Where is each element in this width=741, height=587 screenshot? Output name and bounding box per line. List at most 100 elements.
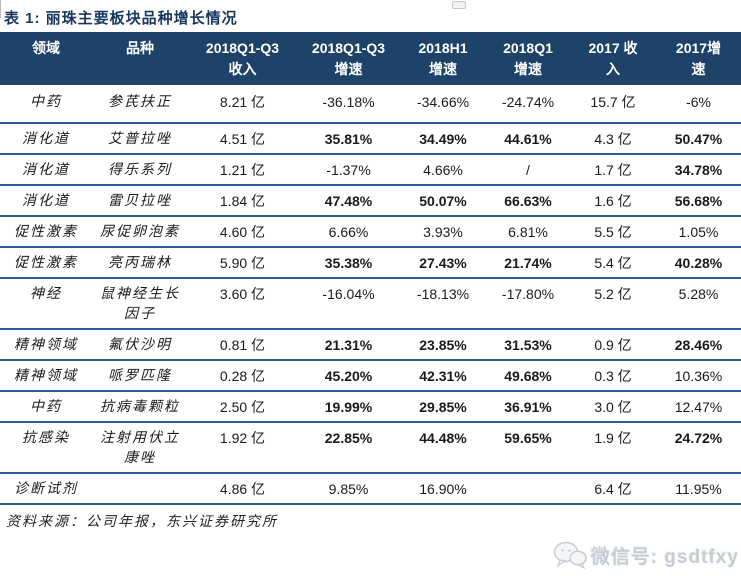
cell-product: 鼠神经生长因子	[92, 278, 188, 330]
cell-2018h1-growth: 4.66%	[400, 154, 486, 186]
cell-2017-revenue: 5.4 亿	[570, 247, 656, 279]
cell-2017-growth: 5.28%	[656, 278, 741, 330]
cell-2018q1q3-revenue: 4.60 亿	[188, 216, 297, 248]
table-row: 精神领域 氟伏沙明 0.81 亿 21.31% 23.85% 31.53% 0.9 亿 28.…	[0, 329, 741, 361]
cell-2017-revenue: 4.3 亿	[570, 123, 656, 155]
cell-2017-growth: 28.46%	[656, 329, 741, 361]
cell-area: 消化道	[0, 123, 92, 155]
cell-2018q1q3-revenue: 3.60 亿	[188, 278, 297, 330]
table-row: 精神领域 哌罗匹隆 0.28 亿 45.20% 42.31% 49.68% 0.3 亿 10.…	[0, 360, 741, 392]
cell-area: 精神领域	[0, 360, 92, 392]
cell-2018q1q3-revenue: 2.50 亿	[188, 391, 297, 423]
table-row: 促性激素 尿促卵泡素 4.60 亿 6.66% 3.93% 6.81% 5.5 亿 1.05%	[0, 216, 741, 248]
cell-2017-growth: 50.47%	[656, 123, 741, 155]
table-body: 中药 参芪扶正 8.21 亿 -36.18% -34.66% -24.74% 15.7 亿-…	[0, 85, 741, 505]
cell-2018q1-growth: 66.63%	[486, 185, 570, 217]
cell-2018h1-growth: 42.31%	[400, 360, 486, 392]
cell-product: 艾普拉唑	[92, 123, 188, 155]
cell-2017-revenue: 1.6 亿	[570, 185, 656, 217]
cell-2018q1q3-revenue: 0.81 亿	[188, 329, 297, 361]
cell-area: 促性激素	[0, 247, 92, 279]
cell-2018q1-growth: 49.68%	[486, 360, 570, 392]
cell-2018h1-growth: -34.66%	[400, 85, 486, 124]
cell-2018h1-growth: 44.48%	[400, 422, 486, 474]
cell-2018q1q3-growth: -16.04%	[297, 278, 400, 330]
cell-2018q1q3-growth: 19.99%	[297, 391, 400, 423]
cell-2017-revenue: 5.2 亿	[570, 278, 656, 330]
cell-product	[92, 473, 188, 505]
header-line: 2018Q1-Q3	[205, 40, 280, 56]
cell-2018h1-growth: 27.43%	[400, 247, 486, 279]
col-header-2018q1q3-growth: 2018Q1-Q3 增速	[297, 32, 400, 85]
cell-2017-growth: 11.95%	[656, 473, 741, 505]
table-row: 中药 抗病毒颗粒 2.50 亿 19.99% 29.85% 36.91% 3.0 亿 12.4…	[0, 391, 741, 423]
cell-product: 哌罗匹隆	[92, 360, 188, 392]
cell-2017-growth: 10.36%	[656, 360, 741, 392]
cell-2018q1-growth: 21.74%	[486, 247, 570, 279]
cell-area: 中药	[0, 85, 92, 124]
header-line: 领域	[32, 40, 60, 56]
cell-2018q1q3-revenue: 1.21 亿	[188, 154, 297, 186]
cell-2018q1q3-revenue: 4.51 亿	[188, 123, 297, 155]
cell-product: 注射用伏立康唑	[92, 422, 188, 474]
header-line: 收入	[228, 61, 257, 77]
header-line: 品种	[126, 40, 154, 56]
cell-product: 氟伏沙明	[92, 329, 188, 361]
cell-2017-growth: 34.78%	[656, 154, 741, 186]
cell-2018q1q3-growth: 21.31%	[297, 329, 400, 361]
cell-2017-growth: 12.47%	[656, 391, 741, 423]
cell-2018q1q3-revenue: 1.92 亿	[188, 422, 297, 474]
cell-2018q1q3-growth: 35.38%	[297, 247, 400, 279]
top-left-divider	[0, 0, 1, 18]
cell-2018q1q3-growth: -1.37%	[297, 154, 400, 186]
cell-2018h1-growth: 3.93%	[400, 216, 486, 248]
cell-area: 诊断试剂	[0, 473, 92, 505]
cell-2018q1q3-growth: 6.66%	[297, 216, 400, 248]
table-row: 神经 鼠神经生长因子 3.60 亿 -16.04% -18.13% -17.80% 5.2 …	[0, 278, 741, 330]
header-line: 增速	[514, 61, 542, 77]
wechat-icon	[553, 541, 587, 569]
cell-2017-growth: 1.05%	[656, 216, 741, 248]
header-line: 2017增	[675, 40, 722, 56]
col-header-area: 领域	[0, 32, 92, 85]
col-header-2017-growth: 2017增 速	[656, 32, 741, 85]
table-row: 促性激素 亮丙瑞林 5.90 亿 35.38% 27.43% 21.74% 5.4 亿 40.…	[0, 247, 741, 279]
cell-product: 得乐系列	[92, 154, 188, 186]
table-row: 中药 参芪扶正 8.21 亿 -36.18% -34.66% -24.74% 15.7 亿-…	[0, 85, 741, 124]
cell-2017-growth: -6%	[656, 85, 741, 124]
header-line: 增速	[334, 61, 363, 77]
cell-area: 消化道	[0, 154, 92, 186]
header-line: 2018Q1	[503, 40, 553, 56]
cell-2017-revenue: 5.5 亿	[570, 216, 656, 248]
cell-2018h1-growth: 23.85%	[400, 329, 486, 361]
cell-2018h1-growth: -18.13%	[400, 278, 486, 330]
cell-2018q1-growth: 44.61%	[486, 123, 570, 155]
cell-2018q1q3-growth: 22.85%	[297, 422, 400, 474]
cell-2018q1q3-growth: 9.85%	[297, 473, 400, 505]
cell-2017-growth: 56.68%	[656, 185, 741, 217]
header-line: 2018H1	[418, 40, 468, 56]
growth-table: 领域 品种 2018Q1-Q3 收入 2018Q1-Q3 增速 2018H1	[0, 32, 741, 505]
table-title: 表 1: 丽珠主要板块品种增长情况	[4, 10, 238, 27]
cell-2018h1-growth: 16.90%	[400, 473, 486, 505]
col-header-2018q1q3-revenue: 2018Q1-Q3 收入	[188, 32, 297, 85]
table-row: 诊断试剂 4.86 亿 9.85% 16.90% 6.4 亿 11.95%	[0, 473, 741, 505]
cell-2018q1q3-revenue: 0.28 亿	[188, 360, 297, 392]
cell-2018q1q3-growth: -36.18%	[297, 85, 400, 124]
header-line: 2017 收	[588, 40, 638, 56]
header-line: 入	[606, 61, 620, 77]
col-header-2018h1-growth: 2018H1 增速	[400, 32, 486, 85]
header-line: 速	[691, 61, 706, 77]
cell-area: 抗感染	[0, 422, 92, 474]
cell-2017-growth: 40.28%	[656, 247, 741, 279]
col-header-2017-revenue: 2017 收 入	[570, 32, 656, 85]
cell-2018h1-growth: 50.07%	[400, 185, 486, 217]
cell-2018q1q3-revenue: 1.84 亿	[188, 185, 297, 217]
table-row: 消化道 艾普拉唑 4.51 亿 35.81% 34.49% 44.61% 4.3 亿 50.4…	[0, 123, 741, 155]
col-header-product: 品种	[92, 32, 188, 85]
cell-2018q1q3-revenue: 5.90 亿	[188, 247, 297, 279]
cell-2018q1q3-revenue: 8.21 亿	[188, 85, 297, 124]
source-note: 资料来源：公司年报，东兴证券研究所	[6, 514, 278, 530]
